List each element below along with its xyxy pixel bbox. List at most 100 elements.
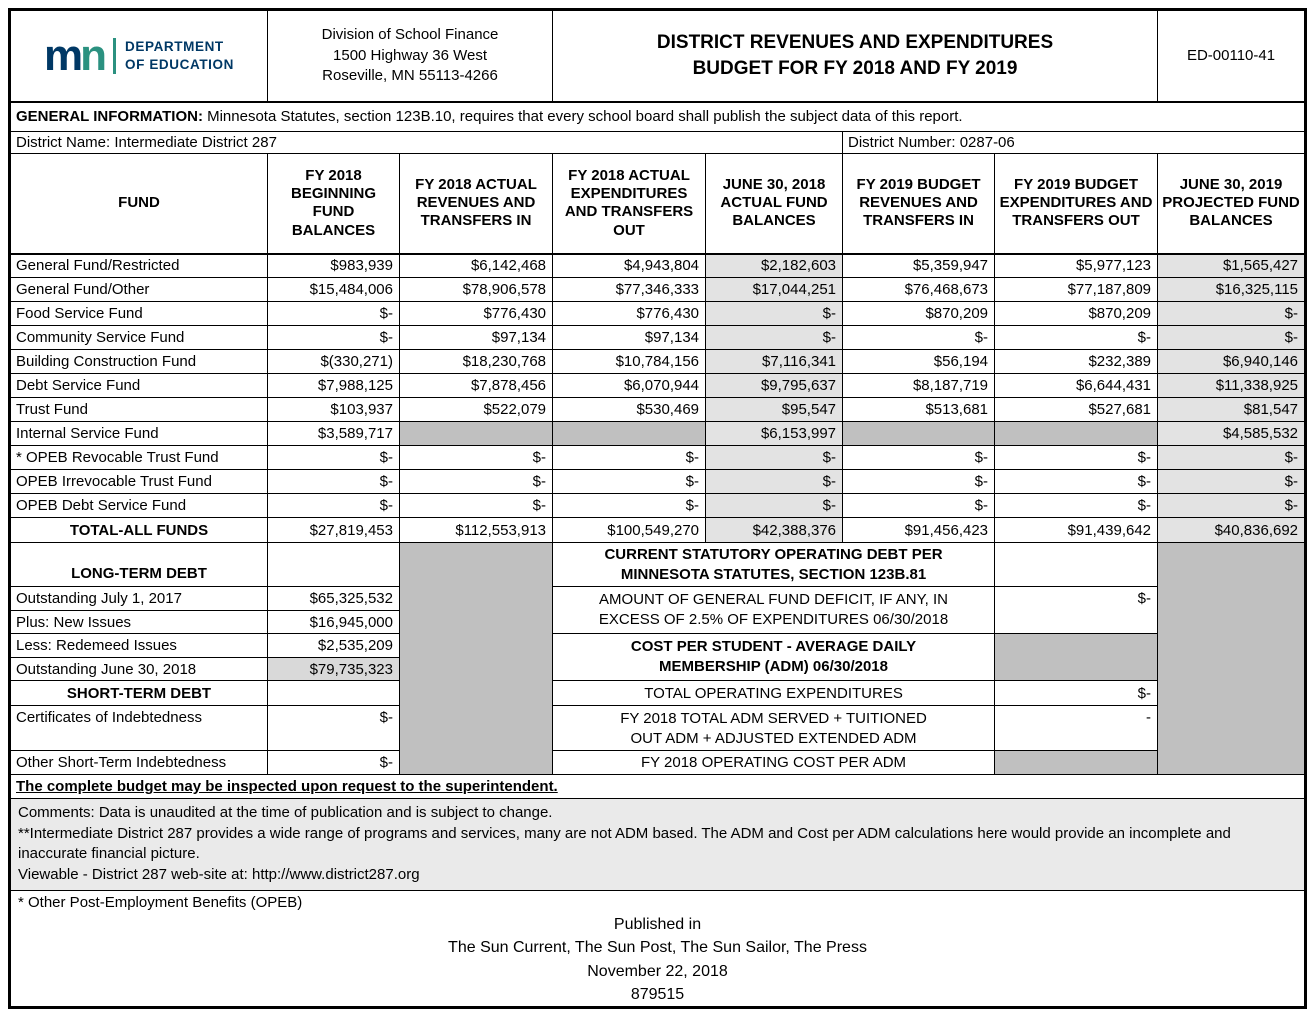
blank-shaded-cell — [398, 421, 554, 446]
total-label-cell: TOTAL-ALL FUNDS — [9, 517, 268, 543]
opeb-note-row: * Other Post-Employment Benefits (OPEB) — [10, 890, 1306, 913]
text-line: 1500 Highway 36 West — [333, 46, 487, 64]
column-header: FY 2019 BUDGET REVENUES AND TRANSFERS IN — [842, 153, 996, 255]
amount-cell: $5,977,123 — [994, 253, 1159, 278]
amount-cell: $81,547 — [1157, 397, 1307, 422]
fund-row: Trust Fund $103,937 $522,079 $530,469 $95,54… — [9, 397, 1307, 422]
text-line: FY 2018 TOTAL ADM SERVED + TUITIONED — [620, 710, 927, 727]
amount-cell: $- — [994, 469, 1159, 494]
fund-name-cell: Food Service Fund — [9, 301, 268, 326]
amount-cell: $4,585,532 — [1157, 421, 1307, 446]
amount-cell: $18,230,768 — [398, 349, 554, 374]
budget-table: mn DEPARTMENT OF EDUCATION Division of Sc… — [8, 8, 1308, 1009]
amount-cell: $5,359,947 — [842, 253, 996, 278]
total-operating-label: TOTAL OPERATING EXPENDITURES — [552, 680, 996, 706]
fund-name-cell: Trust Fund — [9, 397, 268, 422]
adm-served-label: FY 2018 TOTAL ADM SERVED + TUITIONED OUT … — [552, 705, 996, 751]
amount-cell: $6,644,431 — [994, 373, 1159, 398]
inspect-note-row: The complete budget may be inspected upo… — [8, 774, 1307, 799]
amount-cell: $- — [267, 445, 400, 470]
debt-label: Plus: New Issues — [9, 610, 268, 634]
text-line: AMOUNT OF GENERAL FUND DEFICIT, IF ANY, … — [599, 591, 948, 609]
amount-cell: $- — [552, 493, 707, 518]
amount-cell: $3,589,717 — [267, 421, 400, 446]
amount-cell: $- — [842, 493, 996, 518]
debt-row: Outstanding July 1, 2017 $65,325,532 AMO… — [9, 586, 1306, 634]
amount-cell: $6,153,997 — [705, 421, 844, 446]
text-line: OUT ADM + ADJUSTED EXTENDED ADM — [630, 729, 917, 747]
opeb-note: * Other Post-Employment Benefits (OPEB) — [18, 893, 303, 911]
fund-row: OPEB Irrevocable Trust Fund $- $- $- $- $- $- $… — [9, 469, 1307, 494]
blank-shaded-cell — [842, 421, 996, 446]
text-line: 879515 — [630, 985, 685, 1003]
debt-label: Outstanding July 1, 2017 — [9, 586, 268, 611]
amount-cell: $232,389 — [994, 349, 1159, 374]
amount-cell: $56,194 — [842, 349, 996, 374]
empty-cell — [267, 680, 400, 706]
text-line: The Sun Current, The Sun Post, The Sun S… — [448, 939, 867, 957]
publication-row: Published in The Sun Current, The Sun Pos… — [10, 913, 1306, 1007]
adm-served-value: - — [994, 705, 1159, 751]
debt-label: Certificates of Indebtedness — [9, 705, 268, 751]
text-line: CURRENT STATUTORY OPERATING DEBT PER — [604, 545, 943, 563]
masthead-row: mn DEPARTMENT OF EDUCATION Division of Sc… — [9, 9, 1307, 103]
total-operating-value: $- — [994, 680, 1159, 706]
debt-row: Certificates of Indebtedness $- FY 2018 … — [9, 705, 1306, 751]
amount-cell: $15,484,006 — [267, 277, 400, 302]
text-line: Comments: Data is unaudited at the time … — [18, 804, 553, 821]
amount-cell: $8,187,719 — [842, 373, 996, 398]
column-header: JUNE 30, 2018 ACTUAL FUND BALANCES — [705, 153, 844, 255]
debt-label: Other Short-Term Indebtedness — [9, 750, 268, 775]
fund-name-cell: OPEB Irrevocable Trust Fund — [9, 469, 268, 494]
amount-cell: $91,439,642 — [994, 517, 1159, 543]
amount-cell: $16,325,115 — [1157, 277, 1307, 302]
district-name: District Name: Intermediate District 287 — [8, 131, 844, 154]
fund-name-cell: Internal Service Fund — [9, 421, 268, 446]
logo-letter-n: n — [80, 30, 107, 80]
district-number: District Number: 0287-06 — [842, 131, 1307, 154]
short-term-debt-header-row: SHORT-TERM DEBT TOTAL OPERATING EXPENDIT… — [9, 680, 1306, 706]
general-information-row: GENERAL INFORMATION: Minnesota Statutes,… — [8, 101, 1307, 132]
amount-cell: $- — [705, 301, 844, 326]
amount-cell: $530,469 — [552, 397, 707, 422]
amount-cell: $776,430 — [398, 301, 554, 326]
department-name: DEPARTMENT OF EDUCATION — [125, 38, 234, 73]
amount-cell: $- — [267, 469, 400, 494]
shaded-block — [1157, 542, 1307, 775]
amount-cell: $6,940,146 — [1157, 349, 1307, 374]
publication-block: Published in The Sun Current, The Sun Pos… — [10, 913, 1306, 1007]
amount-cell: $7,878,456 — [398, 373, 554, 398]
blank-shaded-cell — [994, 421, 1159, 446]
amount-cell: $- — [552, 445, 707, 470]
column-header: FUND — [9, 153, 268, 255]
column-header: FY 2018 BEGINNING FUND BALANCES — [267, 153, 400, 255]
amount-cell: $- — [1157, 493, 1307, 518]
amount-cell: $1,565,427 — [1157, 253, 1307, 278]
amount-cell: $- — [267, 301, 400, 326]
amount-cell: $97,134 — [552, 325, 707, 350]
long-term-debt-title: LONG-TERM DEBT — [9, 542, 268, 587]
text-line: Roseville, MN 55113-4266 — [322, 66, 498, 84]
amount-cell: $- — [705, 493, 844, 518]
logo-letter-m: m — [44, 30, 83, 80]
amount-cell: $17,044,251 — [705, 277, 844, 302]
amount-cell: $522,079 — [398, 397, 554, 422]
mde-logo: mn DEPARTMENT OF EDUCATION — [16, 30, 262, 80]
amount-cell: $- — [1157, 445, 1307, 470]
amount-cell: $97,134 — [398, 325, 554, 350]
operating-cost-per-adm-label: FY 2018 OPERATING COST PER ADM — [552, 750, 996, 775]
amount-cell: $776,430 — [552, 301, 707, 326]
amount-cell: $7,988,125 — [267, 373, 400, 398]
text-line: Published in — [613, 916, 702, 934]
amount-cell: $9,795,637 — [705, 373, 844, 398]
text-line: EXCESS OF 2.5% OF EXPENDITURES 06/30/201… — [598, 611, 949, 628]
amount-cell: $- — [994, 325, 1159, 350]
amount-cell: $27,819,453 — [267, 517, 400, 543]
empty-cell — [267, 542, 400, 587]
amount-cell: $2,535,209 — [267, 633, 400, 658]
amount-cell: $10,784,156 — [552, 349, 707, 374]
debt-row: Plus: New Issues $16,945,000 — [9, 610, 1306, 634]
amount-cell: $78,906,578 — [398, 277, 554, 302]
text-line: COST PER STUDENT - AVERAGE DAILY — [630, 638, 917, 656]
amount-cell: $4,943,804 — [552, 253, 707, 278]
